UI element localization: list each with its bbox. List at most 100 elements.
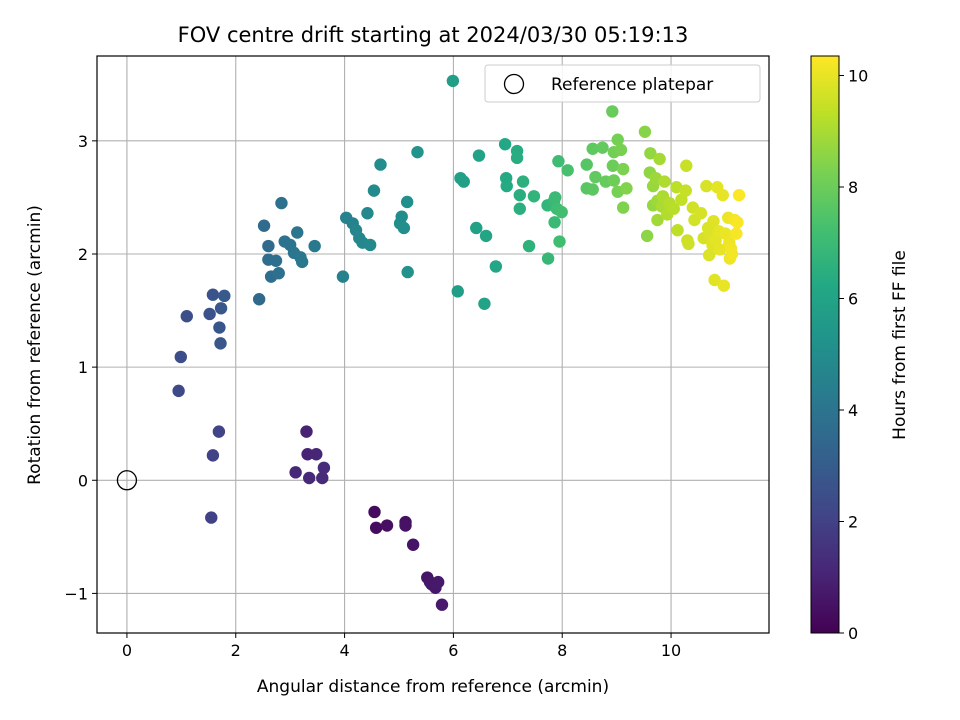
data-point xyxy=(555,205,568,219)
data-point xyxy=(596,141,609,154)
data-point xyxy=(361,207,374,220)
plot-frame xyxy=(96,55,770,634)
data-point xyxy=(671,224,684,237)
chart-title: FOV centre drift starting at 2024/03/30 … xyxy=(178,23,689,47)
legend-marker-icon xyxy=(503,73,525,95)
colorbar-ticks: 0 2 4 6 8 10 xyxy=(839,67,868,643)
data-point xyxy=(172,384,185,398)
data-point xyxy=(541,252,555,265)
data-point xyxy=(708,273,721,287)
data-point xyxy=(308,239,321,253)
data-point xyxy=(510,151,524,165)
legend: Reference platepar xyxy=(484,64,761,103)
data-point xyxy=(552,155,565,168)
data-point xyxy=(367,184,381,197)
data-point xyxy=(478,297,491,310)
data-point xyxy=(303,471,316,485)
data-point xyxy=(702,248,716,262)
colorbar-tick-label: 10 xyxy=(848,67,868,86)
data-point xyxy=(252,293,266,306)
reference-point xyxy=(116,470,138,491)
colorbar-tick-label: 2 xyxy=(848,513,858,532)
data-point xyxy=(731,216,744,229)
data-point xyxy=(479,229,493,243)
legend-label: Reference platepar xyxy=(551,75,713,95)
data-point xyxy=(548,191,562,204)
data-point xyxy=(431,575,445,589)
y-tick-label: 3 xyxy=(78,132,88,151)
data-point xyxy=(616,162,630,176)
data-point xyxy=(513,188,526,202)
x-tick-label: 4 xyxy=(339,641,349,660)
colorbar-label: Hours from first FF file xyxy=(890,250,910,440)
data-point xyxy=(289,466,302,479)
data-point xyxy=(548,216,561,229)
data-point xyxy=(682,237,695,251)
data-point xyxy=(716,188,729,202)
data-point xyxy=(679,184,692,197)
data-point xyxy=(694,207,708,220)
data-point xyxy=(363,238,377,252)
data-point xyxy=(451,285,464,298)
data-point xyxy=(732,188,746,202)
x-tick-label: 6 xyxy=(448,641,458,660)
colorbar: 0 2 4 6 8 10 Hours from first FF file xyxy=(810,55,910,643)
data-point xyxy=(651,213,664,227)
data-point xyxy=(553,235,566,248)
x-tick-label: 2 xyxy=(231,641,241,660)
data-point xyxy=(269,254,283,267)
reference-platepar-marker xyxy=(116,470,138,491)
x-tick-label: 8 xyxy=(557,641,567,660)
data-point xyxy=(580,158,593,171)
data-point xyxy=(513,202,526,215)
data-point xyxy=(399,519,412,532)
data-point xyxy=(730,227,743,240)
data-point xyxy=(411,145,424,159)
data-point xyxy=(607,174,621,187)
data-point xyxy=(212,425,226,438)
data-point xyxy=(620,182,633,195)
data-point xyxy=(586,142,599,155)
data-point xyxy=(589,170,602,184)
colorbar-tick-label: 8 xyxy=(848,178,858,197)
y-tick-label: −1 xyxy=(64,584,88,603)
data-point xyxy=(640,229,654,243)
colorbar-gradient xyxy=(810,55,840,634)
colorbar-tick-label: 4 xyxy=(848,401,858,420)
data-point xyxy=(446,74,460,88)
data-point xyxy=(218,289,231,303)
data-point xyxy=(457,175,470,188)
x-axis-label: Angular distance from reference (arcmin) xyxy=(257,677,609,697)
data-point xyxy=(401,265,414,279)
data-point xyxy=(213,321,226,334)
data-point xyxy=(374,158,387,171)
data-point xyxy=(400,195,414,209)
data-point xyxy=(368,505,381,519)
data-point xyxy=(516,175,530,188)
x-axis-ticks: 0 2 4 6 8 10 xyxy=(122,633,681,660)
data-point xyxy=(586,183,599,196)
y-axis-ticks: −1 0 1 2 3 xyxy=(64,132,97,603)
data-point xyxy=(397,221,411,235)
colorbar-tick-label: 0 xyxy=(848,624,858,643)
data-point xyxy=(174,350,187,364)
data-point xyxy=(606,105,619,118)
data-point xyxy=(291,226,304,239)
data-point xyxy=(653,152,666,166)
data-point xyxy=(700,179,713,193)
data-point xyxy=(300,425,313,438)
data-point xyxy=(310,448,323,461)
data-point xyxy=(203,307,216,321)
colorbar-tick-label: 6 xyxy=(848,290,858,309)
data-point xyxy=(489,260,503,273)
data-point xyxy=(317,461,331,475)
data-point xyxy=(316,471,329,485)
y-tick-label: 2 xyxy=(78,245,88,264)
data-point xyxy=(214,337,227,350)
data-point xyxy=(644,147,657,160)
data-point xyxy=(295,255,309,269)
y-axis-label: Rotation from reference (arcmin) xyxy=(25,205,45,485)
data-point xyxy=(206,449,220,462)
data-point xyxy=(717,279,731,292)
